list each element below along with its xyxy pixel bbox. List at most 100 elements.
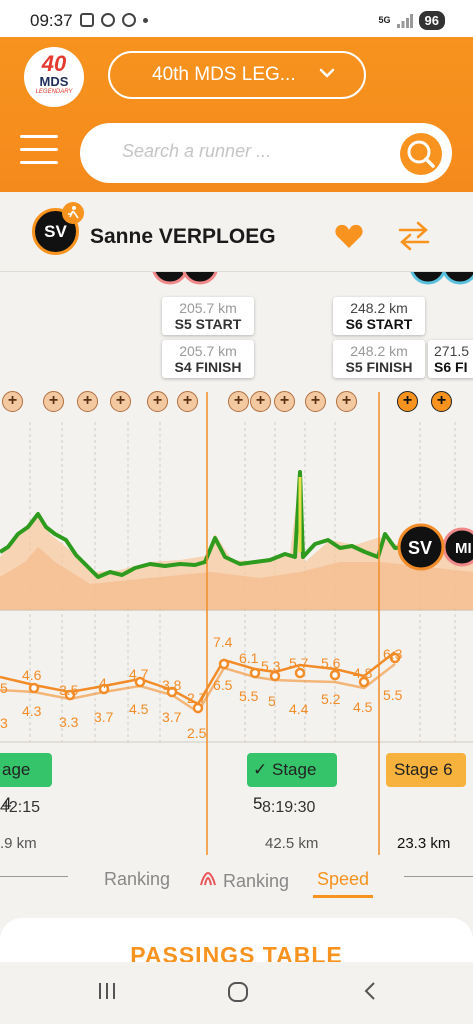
stage-5-chip[interactable]: ✓ Stage 5 [247,753,337,813]
stage-4-time: 42:15 [0,799,41,816]
speed-label: 4.8 [353,665,373,681]
signal-icon [396,13,413,28]
plus-icon[interactable]: + [431,391,452,412]
search-icon [407,140,435,168]
plus-icon[interactable]: + [305,391,326,412]
event-select[interactable]: 40th MDS LEG... [108,51,366,99]
elevation-line [0,470,409,579]
system-nav-bar [0,962,473,1024]
status-bar: 09:37 5G 96 [0,0,473,40]
speed-label: 5.5 [239,688,259,704]
speed-label: 4.5 [353,699,373,715]
chrome-icon [101,13,115,27]
logo-sub: LEGENDARY [35,89,73,95]
status-time: 09:37 [30,11,73,30]
plus-icon[interactable]: + [250,391,271,412]
marker-s6-finish[interactable]: 271.5 S6 FI [428,340,473,378]
current-runner-marker[interactable] [397,523,445,571]
plus-icon[interactable]: + [77,391,98,412]
speed-label: 2.7 [187,690,207,706]
runner-avatar-partial [442,272,473,285]
event-select-value: 40th MDS LEG... [152,64,296,85]
stage-6-chip[interactable]: Stage 6 [386,753,466,787]
speed-label: 5 [268,693,276,709]
speed-line-avg [0,663,396,714]
active-tab-indicator [313,895,373,898]
plus-icon[interactable]: + [2,391,23,412]
speed-label: 5.6 [321,655,341,671]
speed-label: 6.5 [213,677,233,693]
elevation-area-inner [0,547,473,610]
plus-icon[interactable]: + [43,391,64,412]
mds-logo[interactable]: 40 MDS LEGENDARY [24,47,84,107]
plus-icon[interactable]: + [110,391,131,412]
marker-s5-start[interactable]: 205.7 km S5 START [162,297,254,335]
speed-label: 4 [99,675,107,691]
runner-icon [62,202,84,224]
runner-name: Sanne VERPLOEG [90,225,276,248]
race-chart[interactable]: MI SV 205.7 km S5 START 205.7 km S4 FINI… [0,272,473,855]
cloud-icon [122,13,136,27]
chart-tabs: Ranking Ranking Speed [0,855,473,910]
screenshot-icon [80,13,94,27]
plus-icon[interactable]: + [177,391,198,412]
plus-icon[interactable]: + [397,391,418,412]
speed-label: 3.5 [59,682,79,698]
speed-label: 7.4 [213,634,233,650]
app-header: 40 MDS LEGENDARY 40th MDS LEG... [0,37,473,192]
runner-avatar-partial [410,272,446,285]
recent-apps-icon[interactable] [96,980,118,1002]
more-notifications-icon [143,17,148,23]
back-icon[interactable] [360,980,382,1002]
speed-label: 6.3 [383,646,403,662]
speed-label: 5 [0,680,8,696]
heart-icon[interactable] [334,222,364,250]
menu-button[interactable] [20,135,58,167]
runner-avatar[interactable]: SV [32,208,79,255]
search-button[interactable] [400,133,442,175]
speed-label: 5.7 [289,655,309,671]
speed-points [28,652,401,714]
speed-label: 5.5 [383,687,403,703]
speed-label: 5.3 [261,658,281,674]
current-runner-initials: SV [408,538,432,558]
plus-icon[interactable]: + [228,391,249,412]
stage-5-distance: 42.5 km [265,835,319,852]
search-bar [80,123,452,183]
marker-s6-start[interactable]: 248.2 km S6 START [333,297,425,335]
speed-label: 3.7 [162,709,182,725]
stage-4-distance: .9 km [0,835,37,852]
stage-6-distance: 23.3 km [397,835,451,852]
runner-outline-icon [200,871,216,886]
plus-icon[interactable]: + [147,391,168,412]
marker-s4-finish[interactable]: 205.7 km S4 FINISH [162,340,254,378]
swap-arrows-icon[interactable] [396,220,432,252]
tab-ranking[interactable]: Ranking [104,869,171,889]
speed-label: 3.8 [162,677,182,693]
logo-number: 40 [41,51,67,76]
plus-icon[interactable]: + [336,391,357,412]
hamburger-icon [20,135,58,138]
speed-label: 3 [0,715,8,731]
tab-ranking-runner[interactable]: Ranking [198,869,289,892]
speed-label: 4.3 [22,703,42,719]
chevron-down-icon [319,68,335,78]
speed-label: 2.5 [187,725,207,741]
speed-label: 5.2 [321,691,341,707]
home-icon[interactable] [226,980,250,1004]
chart-canvas: MI SV [0,272,473,855]
search-input[interactable] [122,141,382,162]
stage-5-time: 8:19:30 [262,799,316,816]
speed-line-max [0,651,396,706]
speed-label: 4.7 [129,666,149,682]
stage-4-chip[interactable]: age 4 [0,753,52,813]
other-runner-initials: MI [455,540,472,557]
tab-speed[interactable]: Speed [317,869,370,889]
plus-icon[interactable]: + [274,391,295,412]
check-icon: ✓ [253,760,268,779]
runner-avatar-partial [182,272,218,285]
runner-bar: SV Sanne VERPLOEG [0,192,473,272]
marker-s5-finish[interactable]: 248.2 km S5 FINISH [333,340,425,378]
speed-label: 3.3 [59,714,79,730]
logo-brand: MDS [39,74,69,89]
